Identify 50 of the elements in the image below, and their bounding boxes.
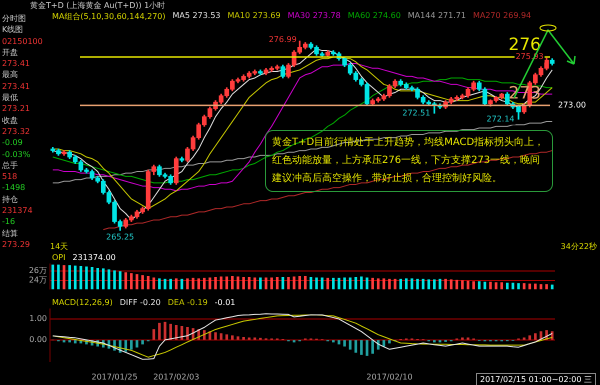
- text: 02150100: [2, 36, 44, 47]
- text: OPI: [52, 253, 66, 262]
- text: 分时图: [2, 13, 27, 24]
- x-tick-label: 2017/01/25: [91, 372, 138, 382]
- y-tick-label: 24万: [28, 276, 47, 285]
- text: MA5 273.53: [172, 11, 220, 22]
- text: 结算: [2, 228, 19, 239]
- text: MA144 271.71: [408, 11, 466, 22]
- text: MA10 273.69: [228, 11, 281, 22]
- text: 最高: [2, 69, 19, 81]
- text: -16: [2, 216, 16, 228]
- text: -0.01: [214, 298, 236, 307]
- text: 273.41: [2, 58, 31, 70]
- text: 开盘: [2, 46, 19, 58]
- text: MA组合(5,10,30,60,144,270): [52, 11, 166, 22]
- y-tick-label: 1.00: [29, 314, 47, 324]
- text: 34分22秒: [560, 241, 597, 252]
- text: -0.03%: [2, 148, 32, 160]
- text: 持仓: [2, 194, 19, 206]
- text: 最低: [2, 92, 19, 104]
- annotation: 272.51: [402, 108, 430, 118]
- annotation: 273.00: [558, 100, 586, 110]
- x-tick-label: 2017/02/03: [153, 372, 200, 382]
- text: 14天: [50, 241, 68, 252]
- text: MA30 273.78: [288, 11, 341, 22]
- y-tick-label: 26万: [28, 266, 47, 276]
- text: 总手: [2, 160, 19, 172]
- text: DIFF -0.20: [120, 298, 161, 307]
- text: 231374: [2, 205, 34, 216]
- annotation: 272.14: [486, 114, 515, 124]
- text: MA60 274.60: [348, 11, 401, 22]
- y-tick-label: 0.00: [29, 334, 47, 344]
- text: 黄金T+D (上海黄金 Au(T+D)) 1小时: [30, 0, 166, 11]
- text: 2017/02/15 01:00~02:00 三: [476, 373, 596, 385]
- text: DEA -0.19: [168, 298, 208, 307]
- text: MA270 269.94: [472, 11, 532, 22]
- text: 273.29: [2, 238, 31, 250]
- text: 273.41: [2, 80, 31, 92]
- text: -1498: [2, 182, 26, 194]
- text: K线图: [2, 24, 24, 36]
- x-tick-label: 2017/02/10: [366, 372, 413, 382]
- text: 收盘: [2, 114, 19, 126]
- chart-title: MACD(12,26,9): [52, 298, 113, 307]
- text: -0.09: [2, 137, 24, 149]
- annotation: 265.25: [106, 232, 134, 242]
- annotation: 276.99: [268, 35, 297, 44]
- text: 273.21: [2, 103, 31, 115]
- text: 231374.00: [72, 253, 116, 262]
- text: 273.32: [2, 126, 31, 138]
- text: 518: [2, 171, 18, 182]
